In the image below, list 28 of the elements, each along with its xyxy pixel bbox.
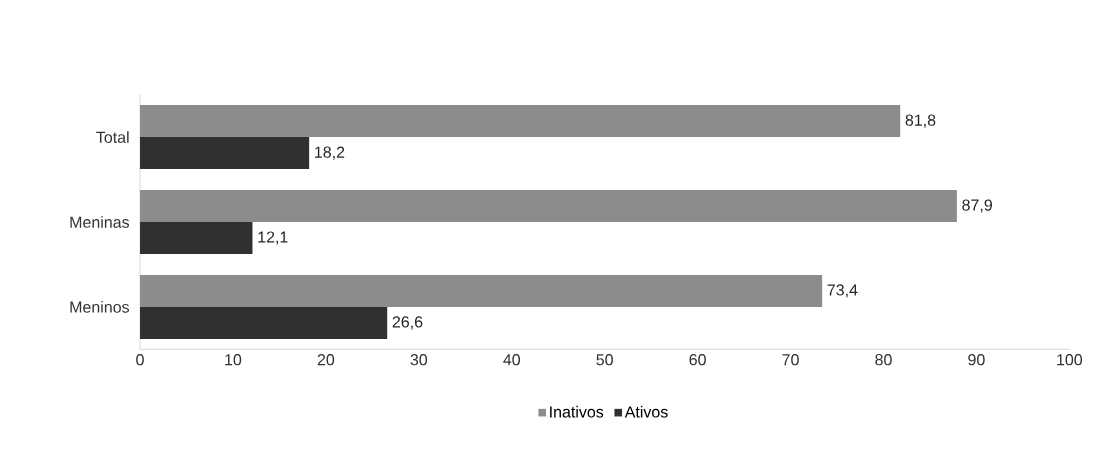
data-label: 26,6 <box>392 316 423 330</box>
bar <box>140 222 253 255</box>
bar <box>140 190 957 223</box>
x-tick-label: 60 <box>689 354 706 366</box>
data-label: 73,4 <box>827 284 858 298</box>
bar <box>140 275 823 308</box>
data-label: 81,8 <box>905 114 936 128</box>
y-tick-label: Total <box>96 131 129 144</box>
x-tick-label: 10 <box>225 354 242 366</box>
legend-label: Ativos <box>624 406 668 418</box>
bar <box>140 307 388 340</box>
x-tick-label: 40 <box>503 354 521 366</box>
x-tick-label: 90 <box>968 354 985 366</box>
y-tick-label: Meninos <box>70 301 130 313</box>
data-label: 18,2 <box>315 146 345 160</box>
x-tick-label: 20 <box>317 354 335 366</box>
x-tick-label: 0 <box>136 354 144 366</box>
data-label: 87,9 <box>962 199 992 213</box>
y-tick-label: Meninas <box>70 216 130 229</box>
x-tick-label: 80 <box>875 354 892 366</box>
x-tick-label: 70 <box>782 354 799 366</box>
bar <box>140 105 901 138</box>
legend-label: Inativos <box>550 406 604 418</box>
x-tick-label: 30 <box>410 354 428 366</box>
x-tick-label: 100 <box>1057 354 1083 366</box>
data-label: 12,1 <box>258 231 288 245</box>
bar <box>140 137 310 170</box>
x-tick-label: 50 <box>596 354 613 366</box>
